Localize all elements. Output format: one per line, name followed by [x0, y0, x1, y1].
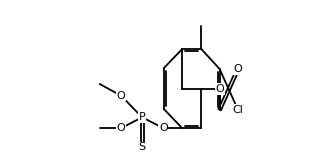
Text: O: O: [117, 91, 126, 101]
Text: O: O: [234, 64, 242, 74]
Text: Cl: Cl: [232, 105, 244, 115]
Text: S: S: [139, 142, 146, 152]
Text: O: O: [159, 123, 168, 133]
Text: P: P: [139, 112, 145, 122]
Text: O: O: [117, 123, 126, 133]
Text: O: O: [215, 84, 224, 94]
